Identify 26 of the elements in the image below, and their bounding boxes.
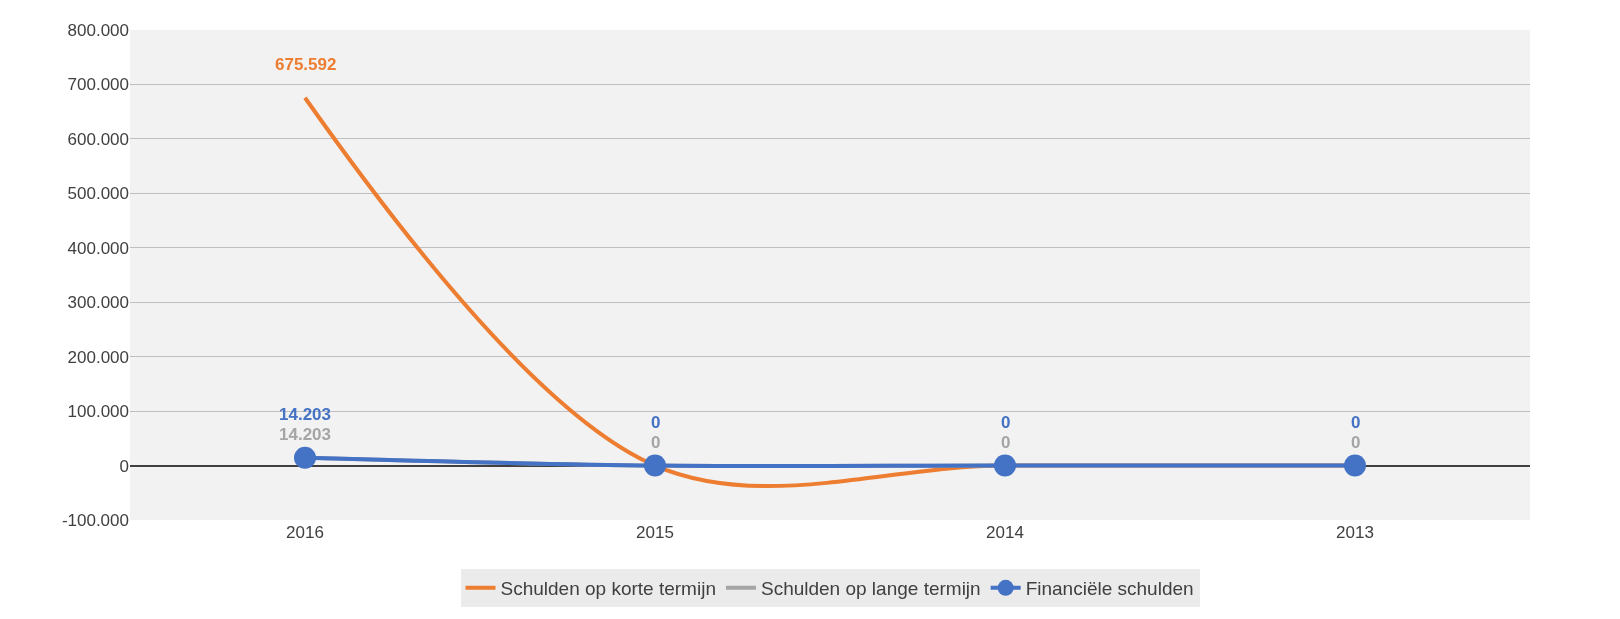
x-tick-label: 2015 [636, 523, 674, 542]
data-label: 0 [1001, 413, 1011, 432]
y-tick-label: 100.000 [67, 402, 129, 422]
x-tick-label: 2016 [286, 523, 324, 542]
y-tick-label: 200.000 [67, 347, 129, 367]
data-label: 675.592 [275, 55, 337, 74]
y-tick-label: 300.000 [67, 293, 129, 313]
data-label: 0 [651, 413, 661, 432]
x-tick-label: 2013 [1336, 523, 1374, 542]
data-label: 0 [1001, 433, 1011, 452]
y-tick-label: 700.000 [67, 75, 129, 95]
legend-label: Schulden op lange termijn [760, 578, 981, 600]
data-label: 0 [1351, 433, 1361, 452]
data-label: 0 [1351, 413, 1361, 432]
y-tick-label: 600.000 [67, 129, 129, 149]
data-label: 0 [651, 433, 661, 452]
y-tick-label: 500.000 [67, 184, 129, 204]
y-tick-label: 800.000 [67, 20, 129, 40]
y-tick-label: -100.000 [61, 510, 129, 530]
x-tick-label: 2014 [986, 523, 1024, 542]
legend-label: Schulden op korte termijn [500, 578, 716, 600]
data-label: 14.203 [279, 405, 331, 424]
y-tick-label: 400.000 [67, 238, 129, 258]
legend-label: Financiële schulden [1025, 578, 1194, 600]
data-label: 14.203 [279, 425, 331, 444]
y-tick-label: 0 [119, 456, 129, 476]
